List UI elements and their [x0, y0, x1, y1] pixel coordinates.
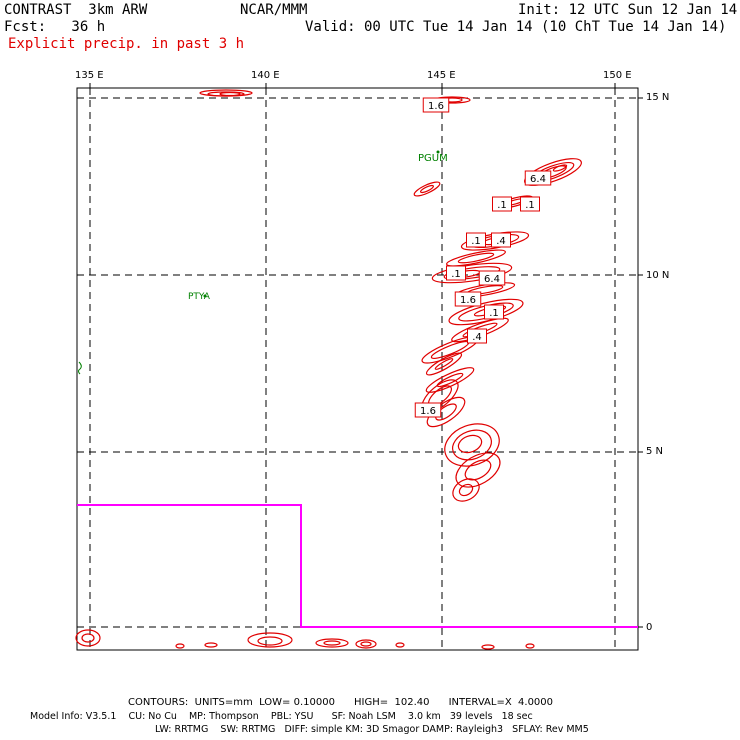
contour-label: .1: [451, 269, 461, 280]
lon-label-135: 135 E: [75, 70, 104, 81]
station-dot-pgum: [436, 150, 440, 154]
model-info-line1: Model Info: V3.5.1 CU: No Cu MP: Thompso…: [30, 711, 533, 722]
contour-label-box: [492, 196, 512, 212]
contour-label: .1: [497, 200, 507, 211]
contour-label-box: [466, 232, 486, 248]
station-dot-ptya: [203, 294, 207, 298]
valid-time: Valid: 00 UTC Tue 14 Jan 14 (10 ChT Tue …: [305, 19, 727, 35]
station-label-pgum: PGUM: [418, 153, 448, 164]
contour-info: CONTOURS: UNITS=mm LOW= 0.10000 HIGH= 10…: [128, 697, 554, 708]
contour-label-box: [520, 196, 540, 212]
island-outline: [78, 361, 82, 375]
contour-label: .1: [489, 308, 499, 319]
contour-label: 6.4: [484, 274, 500, 285]
contour-label-box: [478, 270, 506, 286]
field-title: Explicit precip. in past 3 h: [8, 36, 245, 52]
contour-label: .1: [525, 200, 535, 211]
lon-label-145: 145 E: [427, 70, 456, 81]
contour-label-box: [467, 328, 487, 344]
contour-label-box: [422, 97, 450, 113]
model-title: CONTRAST 3km ARW: [4, 2, 148, 18]
lat-label-0: 0: [646, 622, 653, 633]
contour-label-box: [524, 170, 552, 186]
center-label: NCAR/MMM: [240, 2, 308, 18]
station-markers: [203, 150, 440, 298]
map-frame: [76, 87, 639, 651]
precip-contours: [75, 89, 582, 650]
frame-ticks: [89, 83, 643, 628]
contour-label-box: [491, 232, 511, 248]
lat-label-5n: 5 N: [646, 446, 664, 457]
contour-label-box: [484, 304, 504, 320]
contour-label: .4: [496, 236, 506, 247]
contour-label-box: [446, 265, 466, 281]
contour-label: 6.4: [530, 174, 546, 185]
lon-label-140: 140 E: [251, 70, 280, 81]
lon-label-150: 150 E: [603, 70, 632, 81]
graticule: [77, 88, 638, 650]
contour-label: 1.6: [420, 406, 436, 417]
contour-label: .1: [471, 236, 481, 247]
contour-label-box: [414, 402, 442, 418]
contour-label-box: [454, 291, 482, 307]
contour-label: 1.6: [460, 295, 476, 306]
domain-boundary: [77, 504, 638, 628]
station-label-ptya: PTYA: [188, 292, 211, 302]
init-time: Init: 12 UTC Sun 12 Jan 14: [518, 2, 738, 18]
contour-label: .4: [472, 332, 482, 343]
model-info-line2: LW: RRTMG SW: RRTMG DIFF: simple KM: 3D …: [155, 724, 589, 735]
contour-labels: 6.4 .1 .1 .1 .4 .1 6.4 1.6 .1 1.6 .4 1.6: [414, 97, 552, 418]
lat-label-10n: 10 N: [646, 270, 670, 281]
contour-label: 1.6: [428, 101, 444, 112]
forecast-hour: Fcst: 36 h: [4, 19, 106, 35]
lat-label-15n: 15 N: [646, 92, 670, 103]
